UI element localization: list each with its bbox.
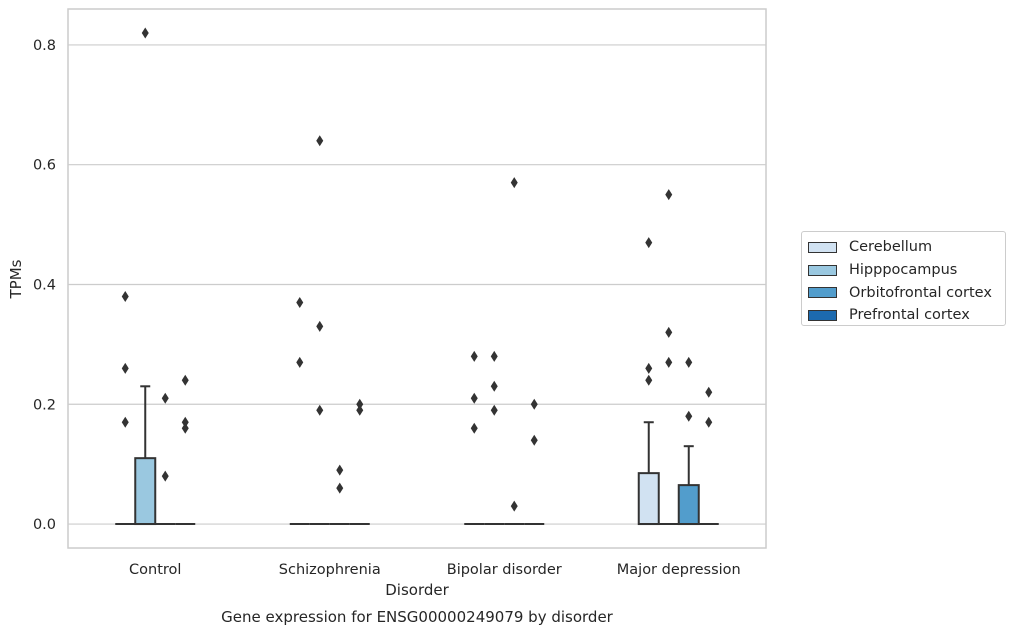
- x-tick-label: Schizophrenia: [279, 562, 381, 578]
- y-tick-label: 0.4: [33, 277, 56, 293]
- x-tick-label: Control: [129, 562, 181, 578]
- outlier-point: [470, 392, 478, 404]
- legend-label: Prefrontal cortex: [849, 307, 970, 324]
- outlier-point: [510, 177, 518, 189]
- legend-item: Cerebellum: [808, 236, 1005, 259]
- legend-swatch: [808, 264, 837, 276]
- legend: Cerebellum Hipppocampus Orbitofrontal cort…: [801, 231, 1006, 326]
- legend-item: Hipppocampus: [808, 259, 1005, 282]
- outlier-point: [121, 362, 129, 374]
- outlier-point: [645, 374, 653, 386]
- outlier-point: [336, 464, 344, 476]
- legend-item: Orbitofrontal cortex: [808, 281, 1005, 304]
- outlier-point: [490, 350, 498, 362]
- outlier-point: [336, 482, 344, 494]
- plot-frame: [67, 8, 767, 549]
- outlier-point: [161, 392, 169, 404]
- x-axis-label: Disorder: [385, 581, 449, 599]
- outlier-point: [161, 470, 169, 482]
- outlier-point: [645, 362, 653, 374]
- legend-label: Hipppocampus: [849, 262, 958, 279]
- outlier-point: [296, 296, 304, 308]
- outlier-point: [181, 374, 189, 386]
- chart-title: Gene expression for ENSG00000249079 by d…: [221, 608, 614, 626]
- outlier-point: [665, 189, 673, 201]
- outlier-point: [705, 416, 713, 428]
- outlier-point: [665, 326, 673, 338]
- outlier-point: [490, 380, 498, 392]
- outlier-point: [530, 434, 538, 446]
- legend-swatch: [808, 241, 837, 253]
- outlier-point: [705, 386, 713, 398]
- y-tick-label: 0.8: [33, 38, 56, 54]
- outlier-point: [665, 356, 673, 368]
- outlier-point: [181, 416, 189, 428]
- outlier-point: [181, 422, 189, 434]
- legend-label: Orbitofrontal cortex: [849, 284, 992, 301]
- outlier-point: [685, 356, 693, 368]
- legend-swatch: [808, 287, 837, 299]
- outlier-point: [490, 404, 498, 416]
- box: [677, 484, 700, 526]
- legend-swatch: [808, 309, 837, 321]
- outlier-point: [316, 320, 324, 332]
- box: [637, 472, 660, 526]
- outlier-point: [141, 27, 149, 39]
- legend-item: Prefrontal cortex: [808, 304, 1005, 327]
- y-axis-label: TPMs: [7, 259, 25, 299]
- outlier-point: [296, 356, 304, 368]
- outlier-point: [530, 398, 538, 410]
- outlier-point: [316, 135, 324, 147]
- y-tick-label: 0.0: [33, 517, 56, 533]
- outlier-point: [470, 422, 478, 434]
- outlier-point: [121, 416, 129, 428]
- outlier-point: [685, 410, 693, 422]
- outlier-point: [356, 404, 364, 416]
- box: [134, 457, 157, 526]
- outlier-point: [510, 500, 518, 512]
- outlier-point: [470, 350, 478, 362]
- y-tick-label: 0.6: [33, 158, 56, 174]
- outlier-point: [645, 237, 653, 249]
- x-tick-label: Bipolar disorder: [447, 562, 562, 578]
- y-tick-label: 0.2: [33, 397, 56, 413]
- outlier-point: [121, 290, 129, 302]
- outlier-point: [316, 404, 324, 416]
- legend-label: Cerebellum: [849, 239, 933, 256]
- x-tick-label: Major depression: [617, 562, 741, 578]
- outlier-point: [356, 398, 364, 410]
